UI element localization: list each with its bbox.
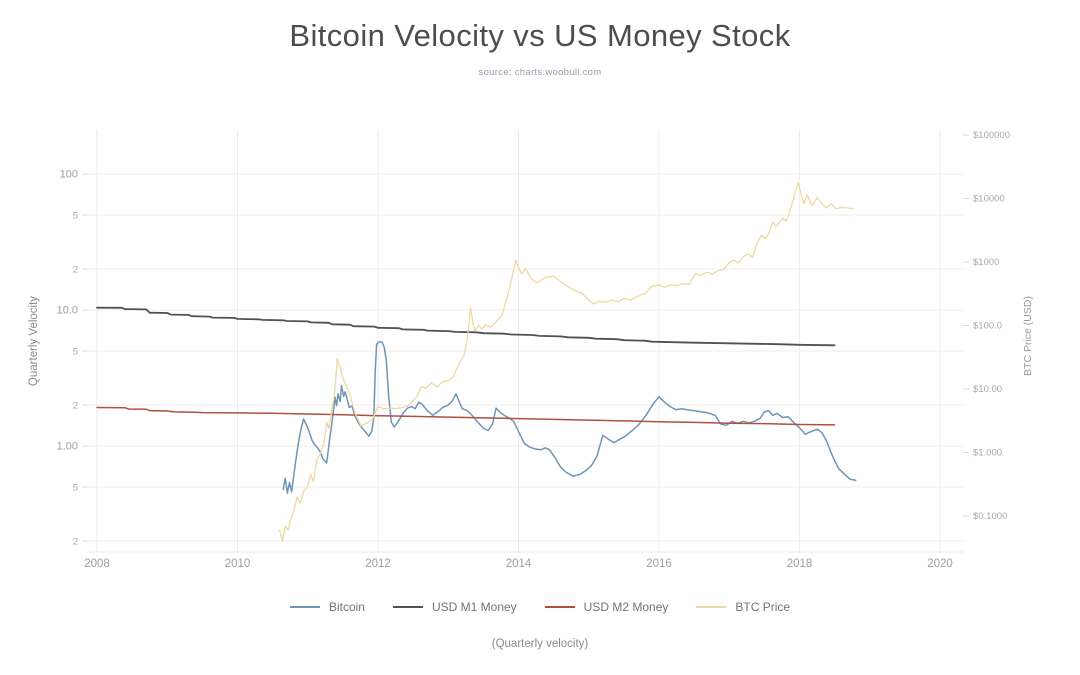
y-right-tick-label: $100000 xyxy=(973,130,1010,141)
grid-layer xyxy=(88,130,963,552)
chart-legend: Bitcoin USD M1 Money USD M2 Money BTC Price xyxy=(0,600,1080,614)
y-right-axis-title: BTC Price (USD) xyxy=(1022,296,1034,376)
chart-caption: (Quarterly velocity) xyxy=(491,638,589,650)
legend-label: Bitcoin xyxy=(328,600,365,614)
legend-item-bitcoin[interactable]: Bitcoin xyxy=(289,600,365,614)
chart-source-subtitle: source: charts.woobull.com xyxy=(478,67,602,78)
series-line-bitcoin[interactable] xyxy=(282,340,857,494)
y-left-tick-label: 2 xyxy=(73,537,78,548)
y-right-tick-label: $10000 xyxy=(973,194,1005,205)
page-title: Bitcoin Velocity vs US Money Stock xyxy=(289,18,791,53)
x-tick-label: 2020 xyxy=(927,558,953,570)
series-line-usd-m2-money[interactable] xyxy=(96,406,836,426)
y-left-tick-label: 2 xyxy=(73,401,78,412)
x-tick-label: 2016 xyxy=(646,558,672,570)
legend-label: USD M1 Money xyxy=(431,600,517,614)
y-left-tick-label: 2 xyxy=(73,265,78,276)
series-line-btc-price[interactable] xyxy=(278,181,854,542)
series-line-usd-m1-money[interactable] xyxy=(96,306,836,347)
legend-item-btc-price[interactable]: BTC Price xyxy=(696,600,790,614)
series-layer xyxy=(96,181,857,542)
legend-swatch-bitcoin xyxy=(289,606,320,608)
y-right-tick-label: $1000 xyxy=(973,257,999,268)
legend-item-usd-m2-money[interactable]: USD M2 Money xyxy=(544,600,669,614)
y-right-tick-label: $1.000 xyxy=(973,448,1002,459)
legend-swatch-btc-price xyxy=(696,606,727,608)
y-left-tick-label: 5 xyxy=(73,346,78,357)
x-tick-label: 2018 xyxy=(787,558,813,570)
x-tick-label: 2012 xyxy=(365,558,391,570)
x-tick-label: 2008 xyxy=(84,558,110,570)
y-left-tick-label: 100 xyxy=(60,169,78,181)
legend-swatch-usd-m2-money xyxy=(544,606,575,608)
y-right-tick-label: $0.1000 xyxy=(973,511,1007,522)
y-right-tick-label: $10.00 xyxy=(973,384,1002,395)
y-left-tick-label: 1.00 xyxy=(57,441,78,453)
x-tick-label: 2010 xyxy=(225,558,251,570)
legend-swatch-usd-m1-money xyxy=(392,606,423,608)
legend-label: BTC Price xyxy=(735,600,791,614)
y-left-tick-label: 10.0 xyxy=(57,305,78,317)
axis-layer: 2008 2010 2012 2014 2016 2018 2020 100 5 2 10.0 5 2 1… xyxy=(57,130,1010,570)
legend-label: USD M2 Money xyxy=(583,600,669,614)
y-right-tick-label: $100.0 xyxy=(973,321,1002,332)
y-left-tick-label: 5 xyxy=(73,482,78,493)
legend-item-usd-m1-money[interactable]: USD M1 Money xyxy=(392,600,517,614)
y-left-axis-title: Quarterly Velocity xyxy=(28,296,40,386)
x-tick-label: 2014 xyxy=(506,558,532,570)
y-left-tick-label: 5 xyxy=(73,210,78,221)
